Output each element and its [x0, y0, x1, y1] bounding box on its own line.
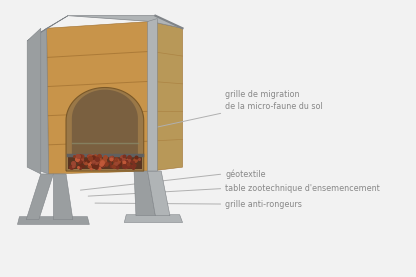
Polygon shape [27, 28, 41, 174]
Polygon shape [124, 215, 183, 222]
Polygon shape [17, 217, 89, 224]
Polygon shape [29, 28, 49, 174]
Polygon shape [26, 174, 53, 220]
Text: grille de migration
de la micro-faune du sol: grille de migration de la micro-faune du… [225, 90, 323, 111]
Polygon shape [47, 22, 151, 174]
Text: géotextile: géotextile [225, 169, 266, 179]
Text: table zootechnique d'ensemencement: table zootechnique d'ensemencement [225, 184, 380, 193]
Polygon shape [134, 171, 155, 216]
Polygon shape [53, 174, 73, 220]
Polygon shape [148, 171, 170, 216]
PathPatch shape [66, 88, 144, 171]
Polygon shape [151, 22, 183, 171]
Polygon shape [27, 16, 68, 41]
PathPatch shape [72, 90, 138, 169]
Text: grille anti-rongeurs: grille anti-rongeurs [225, 199, 302, 209]
Polygon shape [68, 155, 142, 169]
Polygon shape [148, 19, 157, 171]
Polygon shape [68, 16, 183, 28]
